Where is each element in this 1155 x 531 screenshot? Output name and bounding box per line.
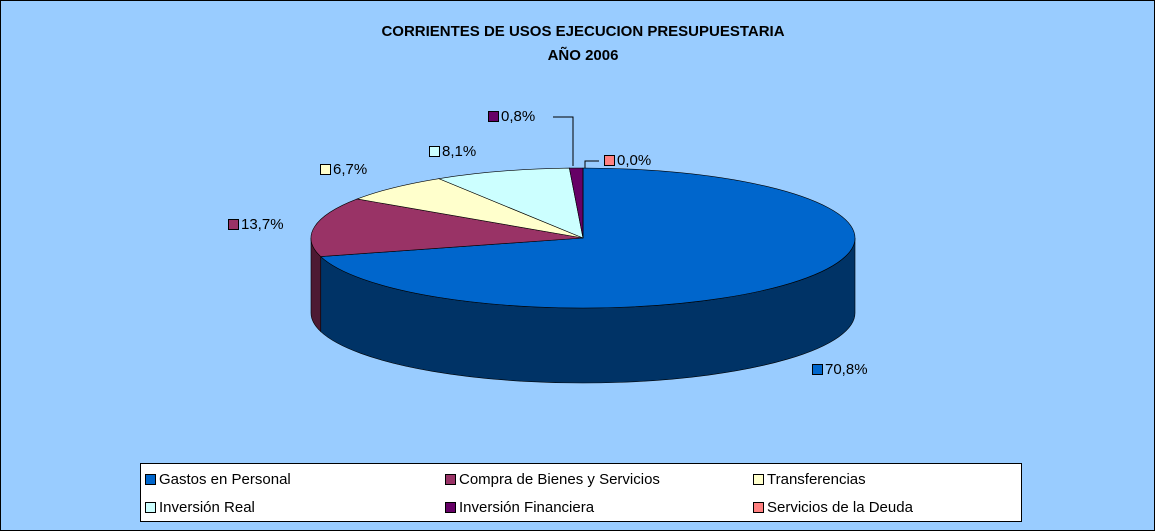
data-label: 8,1% [442, 143, 476, 160]
label-key [812, 364, 823, 375]
legend-key [145, 474, 156, 485]
pie-tops [310, 167, 856, 309]
data-label: 6,7% [333, 161, 367, 178]
legend-key [445, 474, 456, 485]
label-key [604, 155, 615, 166]
slice [310, 198, 584, 257]
legend-label: Servicios de la Deuda [767, 499, 914, 516]
chart-title: CORRIENTES DE USOS EJECUCION PRESUPUESTA… [381, 23, 784, 40]
legend-key [445, 502, 456, 513]
legend-label: Transferencias [767, 471, 866, 488]
label-key [429, 146, 440, 157]
label-key [320, 164, 331, 175]
data-label: 13,7% [241, 216, 284, 233]
chart-subtitle: AÑO 2006 [548, 46, 619, 64]
leader-line [584, 160, 599, 168]
legend-label: Inversión Financiera [459, 499, 595, 516]
legend-label: Compra de Bienes y Servicios [459, 471, 660, 488]
label-key [488, 111, 499, 122]
slice [356, 178, 584, 239]
legend-key [145, 502, 156, 513]
slice [320, 167, 856, 309]
legend-label: Inversión Real [159, 499, 255, 516]
label-key [228, 219, 239, 230]
legend-key [753, 474, 764, 485]
legend-box [140, 463, 1022, 522]
data-label: 0,0% [617, 152, 651, 169]
legend-label: Gastos en Personal [159, 471, 291, 488]
data-label: 70,8% [825, 361, 868, 378]
leader-line [553, 116, 574, 166]
data-label: 0,8% [501, 108, 535, 125]
slice [437, 167, 584, 239]
legend-key [753, 502, 764, 513]
